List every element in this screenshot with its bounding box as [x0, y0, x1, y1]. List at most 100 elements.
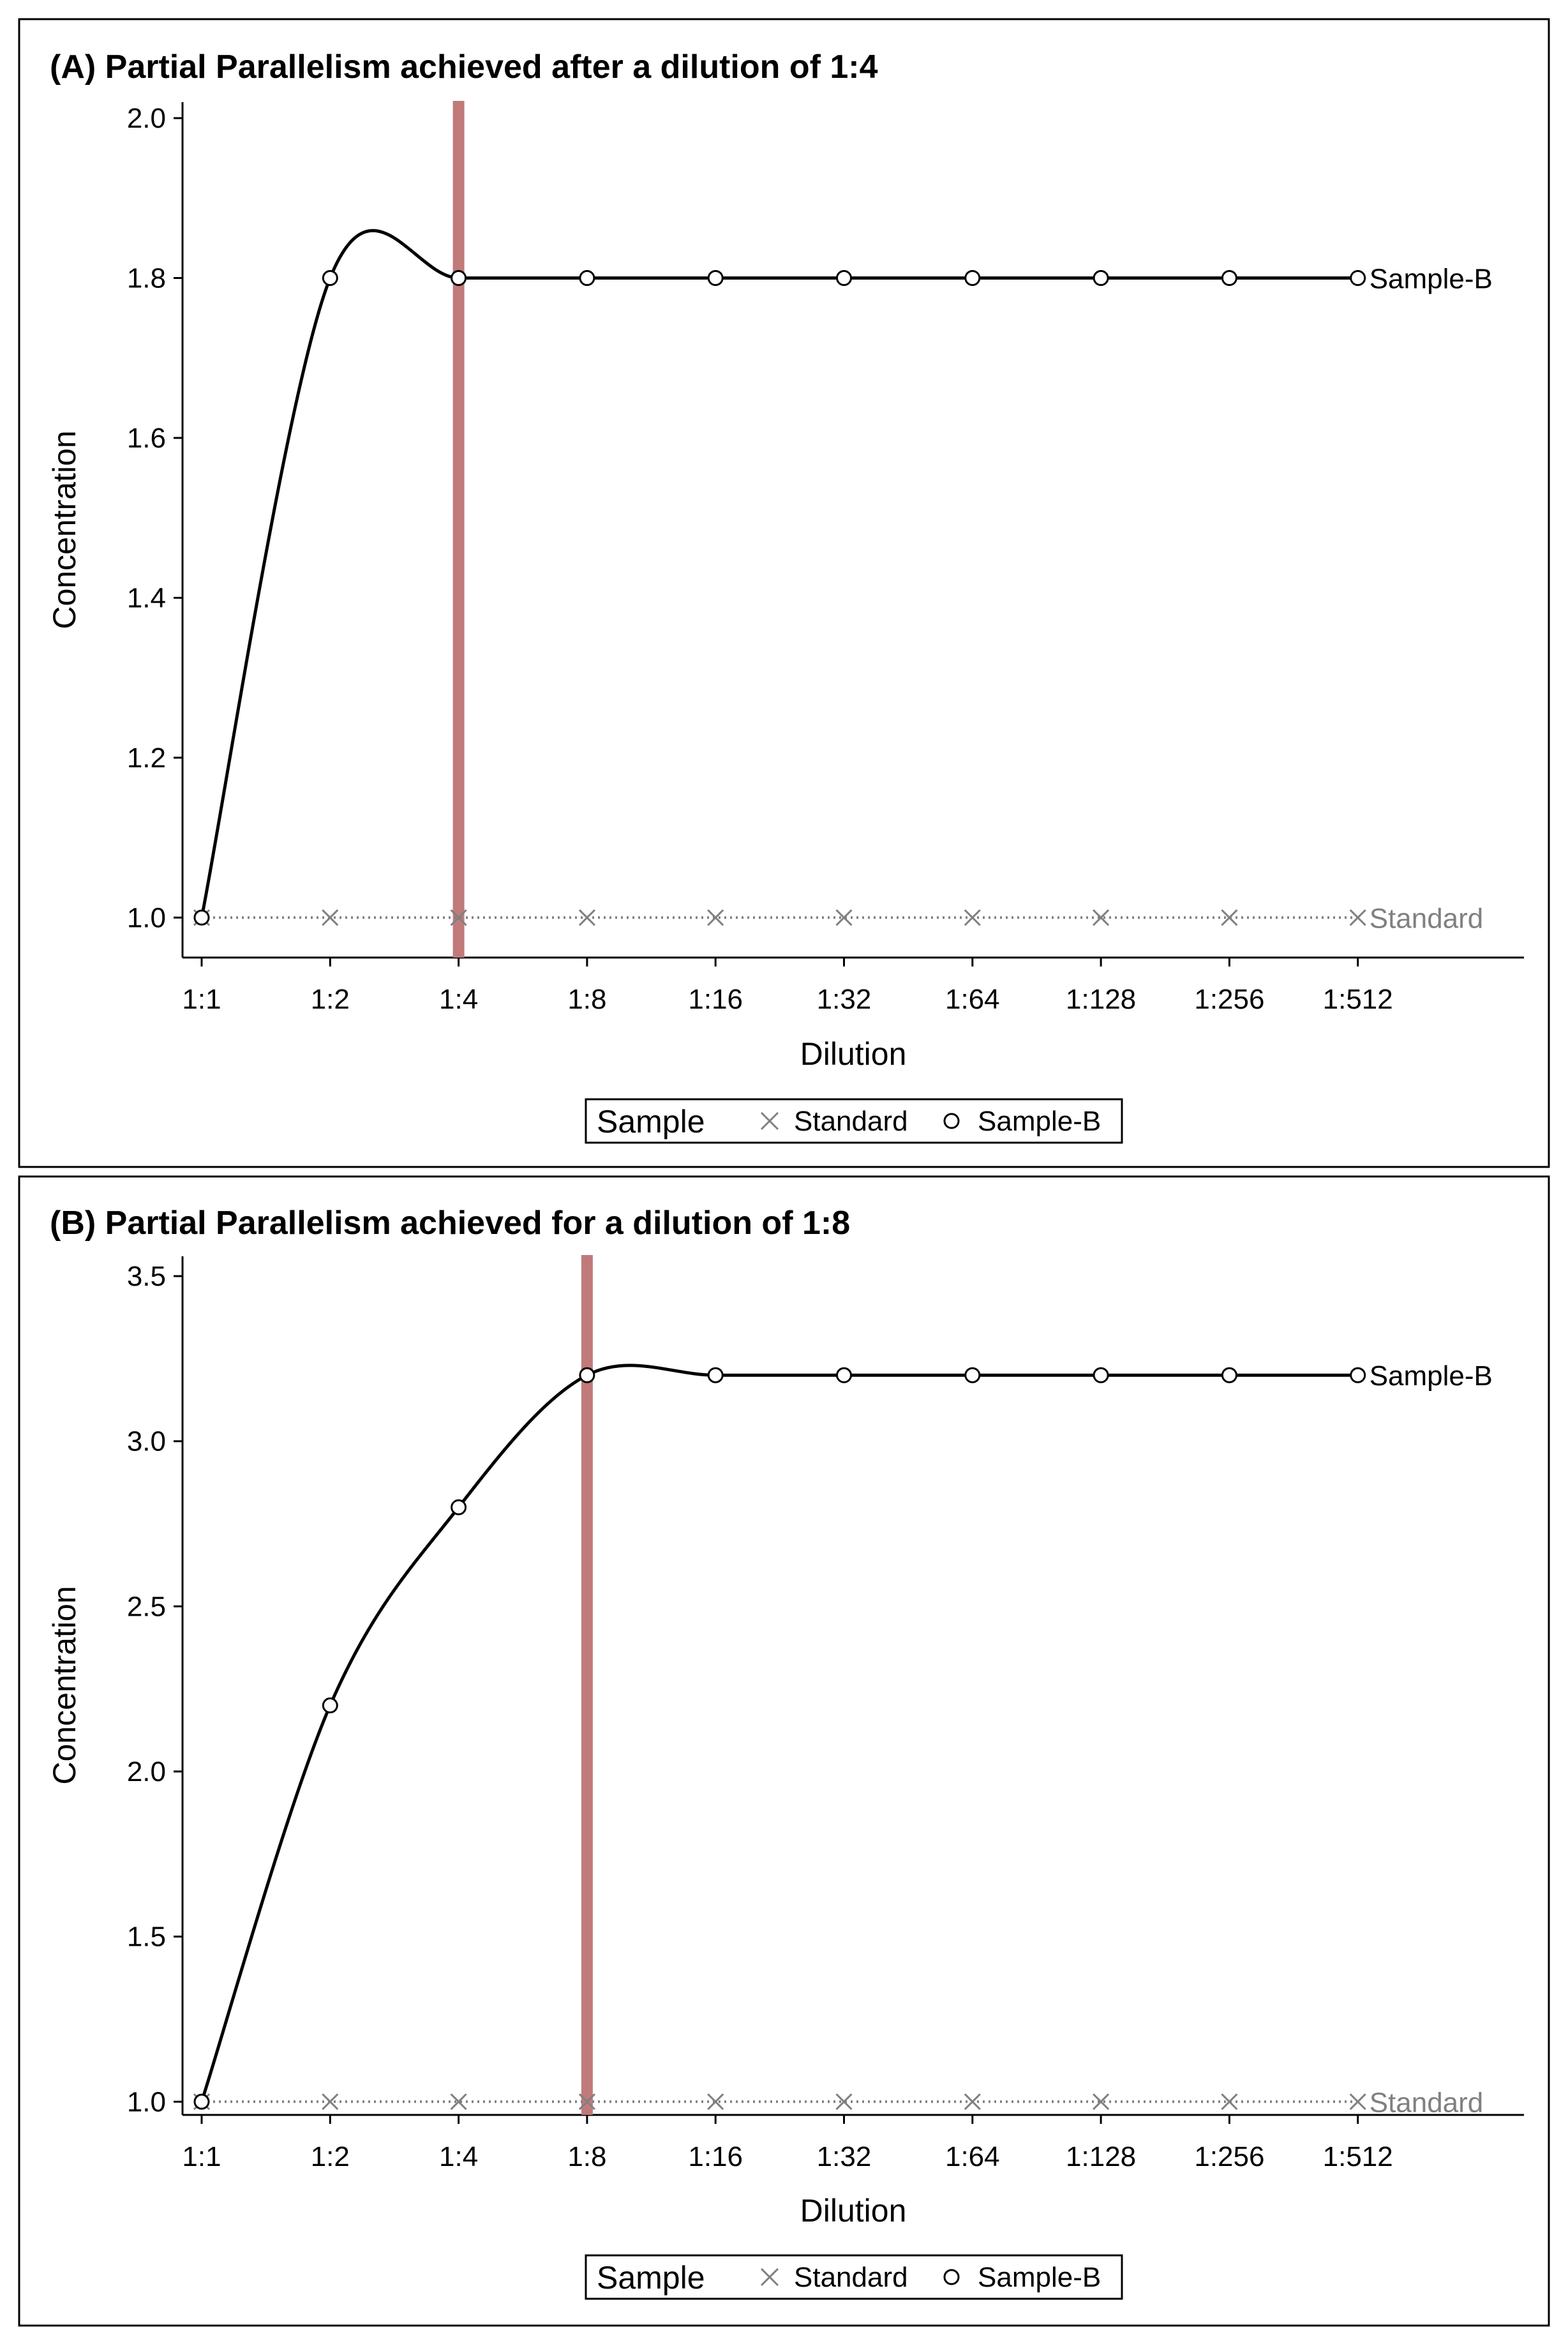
panel-b-y-tick-label: 3.0 — [127, 1426, 166, 1457]
panel-b-sample-b-line — [200, 1364, 1358, 2103]
panel-b-sample-b-point — [1093, 1367, 1109, 1383]
panel-a: (A) Partial Parallelism achieved after a… — [18, 18, 1550, 1168]
panel-b-legend-circle-marker-icon — [943, 2269, 960, 2285]
panel-a-x-tick-label: 1:512 — [1323, 984, 1393, 1015]
panel-b-sample-b-point — [1350, 1367, 1366, 1383]
panel-b-sample-b-point — [1221, 1367, 1237, 1383]
panel-a-sample-b-point — [1221, 270, 1237, 287]
panel-a-sample-b-end-label: Sample-B — [1370, 264, 1493, 295]
panel-a-y-tick-label: 1.8 — [127, 263, 166, 294]
panel-a-x-tick-label: 1:8 — [567, 984, 606, 1015]
panel-b-y-tick-label: 1.5 — [127, 1921, 166, 1953]
panel-b-standard-point — [322, 2093, 339, 2110]
panel-a-reference-line — [452, 101, 465, 958]
panel-b-standard-point — [450, 2093, 467, 2110]
panel-b: (B) Partial Parallelism achieved for a d… — [18, 1175, 1550, 2327]
panel-a-sample-b-point — [322, 270, 338, 287]
panel-a-x-tick-label: 1:1 — [182, 984, 221, 1015]
panel-b-sample-b-point — [836, 1367, 852, 1383]
panel-a-title: (A) Partial Parallelism achieved after a… — [50, 49, 878, 86]
panel-a-x-tick-label: 1:16 — [688, 984, 743, 1015]
panel-b-legend-standard: Standard — [794, 2262, 908, 2293]
panel-a-standard-point — [835, 909, 853, 926]
panel-b-sample-b-point — [707, 1367, 724, 1383]
panel-a-y-tick-label: 2.0 — [127, 103, 166, 134]
panel-a-legend: Sample Standard Sample-B — [585, 1098, 1123, 1144]
panel-b-y-tick-label: 3.5 — [127, 1261, 166, 1292]
panel-a-standard-point — [964, 909, 981, 926]
panel-a-sample-b-point — [193, 909, 210, 926]
panel-b-x-tick-label: 1:16 — [688, 2141, 743, 2172]
panel-b-y-axis-label: Concentration — [47, 1586, 82, 1784]
panel-b-sample-b-point — [322, 1697, 338, 1714]
panel-b-reference-line — [581, 1255, 593, 2115]
panel-a-legend-standard: Standard — [794, 1106, 908, 1137]
panel-b-legend: Sample Standard Sample-B — [585, 2254, 1123, 2300]
panel-a-legend-circle-marker-icon — [943, 1113, 960, 1129]
panel-b-legend-title: Sample — [597, 2260, 705, 2296]
panel-a-standard-point — [1221, 909, 1238, 926]
panel-a-standard-point — [1093, 909, 1110, 926]
panel-a-sample-b-point — [451, 270, 467, 287]
panel-a-sample-b-line — [200, 229, 1358, 918]
panel-a-sample-b-point — [707, 270, 724, 287]
panel-a-standard-point — [1349, 909, 1366, 926]
panel-a-standard-point — [322, 909, 339, 926]
panel-a-sample-b-point — [964, 270, 981, 287]
panel-b-x-tick-label: 1:2 — [311, 2141, 350, 2172]
panel-a-x-tick-label: 1:64 — [945, 984, 1000, 1015]
panel-a-x-tick-label: 1:2 — [311, 984, 350, 1015]
panel-b-x-tick-label: 1:64 — [945, 2141, 1000, 2172]
panel-a-y-tick-label: 1.4 — [127, 582, 166, 613]
panel-a-sample-b-point — [836, 270, 852, 287]
panel-b-x-tick-label: 1:256 — [1194, 2141, 1264, 2172]
panel-b-x-tick-label: 1:1 — [182, 2141, 221, 2172]
panel-b-standard-point — [1349, 2093, 1366, 2110]
panel-a-x-tick-label: 1:4 — [439, 984, 478, 1015]
panel-a-legend-sample-b: Sample-B — [978, 1106, 1101, 1137]
panel-a-frame — [18, 18, 1550, 1168]
panel-a-x-tick-label: 1:32 — [817, 984, 872, 1015]
panel-a-standard-end-label: Standard — [1370, 903, 1484, 934]
panel-b-legend-x-marker-icon — [760, 2267, 779, 2287]
panel-a-sample-b-point — [579, 270, 595, 287]
panel-a-y-tick-label: 1.6 — [127, 423, 166, 454]
panel-a-legend-box — [585, 1098, 1123, 1144]
panel-b-standard-point — [707, 2093, 724, 2110]
panel-b-x-axis-label: Dilution — [800, 2193, 907, 2229]
panel-b-standard-point — [578, 2093, 595, 2110]
panel-b-x-tick-label: 1:512 — [1323, 2141, 1393, 2172]
panel-b-x-tick-label: 1:32 — [817, 2141, 872, 2172]
panel-b-frame — [18, 1175, 1550, 2327]
panel-b-standard-point — [1093, 2093, 1110, 2110]
panel-a-y-tick-label: 1.2 — [127, 742, 166, 774]
panel-b-standard-point — [1221, 2093, 1238, 2110]
panel-b-sample-b-point — [193, 2093, 210, 2110]
panel-a-x-axis-label: Dilution — [800, 1036, 907, 1072]
panel-a-legend-title: Sample — [597, 1104, 705, 1139]
panel-a-standard-point — [450, 909, 467, 926]
panel-b-y-tick-label: 1.0 — [127, 2086, 166, 2117]
panel-a-y-tick-label: 1.0 — [127, 902, 166, 933]
panel-a-y-axis-label: Concentration — [47, 430, 82, 629]
panel-a-sample-b-point — [1093, 270, 1109, 287]
panel-b-standard-point — [964, 2093, 981, 2110]
panel-b-x-tick-label: 1:128 — [1066, 2141, 1136, 2172]
panel-b-y-tick-label: 2.0 — [127, 1756, 166, 1787]
panel-a-legend-x-marker-icon — [760, 1111, 779, 1131]
panel-b-sample-b-point — [964, 1367, 981, 1383]
panel-a-standard-point — [707, 909, 724, 926]
panel-b-x-tick-label: 1:4 — [439, 2141, 478, 2172]
panel-a-x-tick-label: 1:256 — [1194, 984, 1264, 1015]
panel-b-sample-b-end-label: Sample-B — [1370, 1360, 1493, 1392]
panel-a-standard-point — [578, 909, 595, 926]
panel-b-legend-box — [585, 2254, 1123, 2300]
panel-a-x-tick-label: 1:128 — [1066, 984, 1136, 1015]
panel-b-title: (B) Partial Parallelism achieved for a d… — [50, 1205, 850, 1242]
panel-a-sample-b-point — [1350, 270, 1366, 287]
panel-b-sample-b-point — [579, 1367, 595, 1383]
panel-b-standard-point — [835, 2093, 853, 2110]
panel-b-y-tick-label: 2.5 — [127, 1591, 166, 1622]
panel-b-sample-b-point — [451, 1499, 467, 1515]
